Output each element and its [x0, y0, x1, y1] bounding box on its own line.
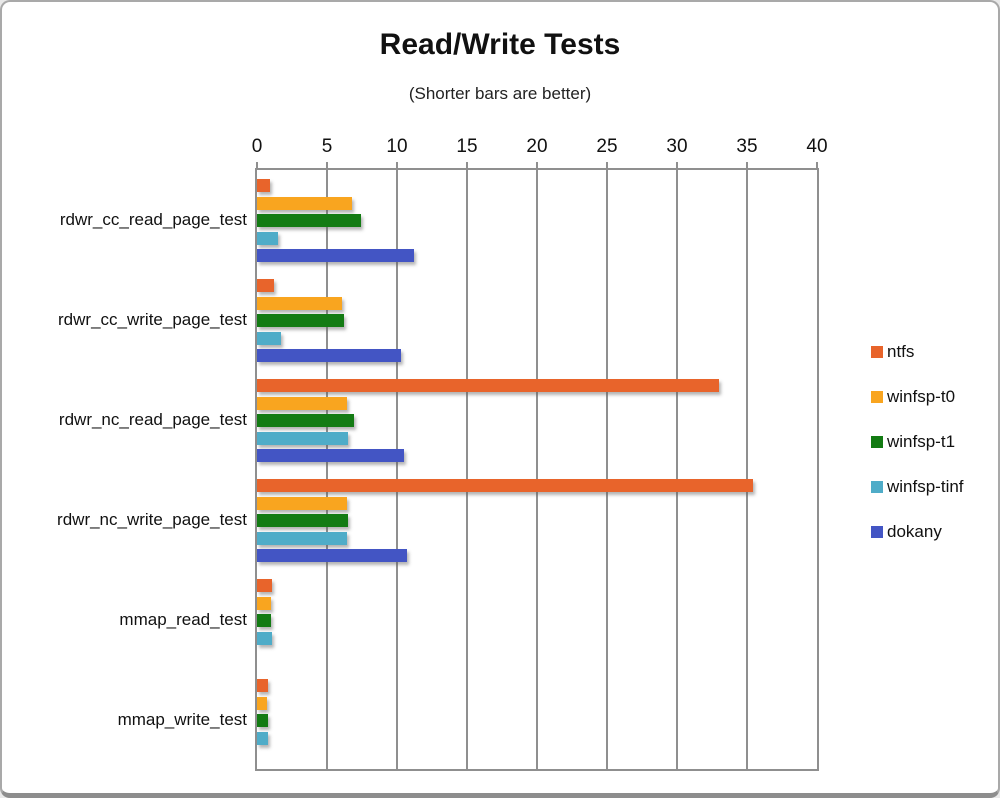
legend-item-winfsp-tinf: winfsp-tinf — [871, 477, 964, 496]
x-axis-tick-label: 0 — [251, 136, 263, 157]
plot-area — [255, 162, 819, 771]
gridline — [326, 170, 328, 769]
category-label: rdwr_cc_read_page_test — [59, 210, 247, 229]
legend-label: winfsp-tinf — [887, 477, 964, 496]
x-axis-tick-label: 35 — [736, 136, 758, 157]
bar-ntfs — [257, 179, 271, 192]
bar-winfsp-t1 — [257, 414, 354, 427]
bar-winfsp-tinf — [257, 532, 347, 545]
axis-tick — [536, 162, 538, 170]
bar-dokany — [257, 349, 402, 362]
gridline — [466, 170, 468, 769]
bar-ntfs — [257, 379, 719, 392]
axis-tick — [746, 162, 748, 170]
legend-swatch — [871, 391, 883, 403]
category-label: rdwr_cc_write_page_test — [58, 310, 247, 329]
axis-tick — [396, 162, 398, 170]
bar-winfsp-t0 — [257, 297, 343, 310]
bar-dokany — [257, 549, 407, 562]
bar-winfsp-tinf — [257, 232, 278, 245]
bar-ntfs — [257, 679, 269, 692]
gridline — [676, 170, 678, 769]
bar-winfsp-tinf — [257, 332, 281, 345]
x-axis-tick-label: 5 — [321, 136, 333, 157]
bar-winfsp-tinf — [257, 632, 273, 645]
bar-winfsp-tinf — [257, 432, 348, 445]
category-label: mmap_write_test — [117, 710, 247, 729]
bar-winfsp-t1 — [257, 514, 348, 527]
gridline — [606, 170, 608, 769]
bar-winfsp-t1 — [257, 714, 269, 727]
bar-winfsp-t1 — [257, 314, 344, 327]
bar-winfsp-t0 — [257, 597, 271, 610]
bar-winfsp-t1 — [257, 614, 271, 627]
axis-tick — [816, 162, 818, 170]
legend-swatch — [871, 346, 883, 358]
chart-subtitle: (Shorter bars are better) — [408, 84, 592, 103]
bar-dokany — [257, 449, 404, 462]
bar-winfsp-t0 — [257, 397, 347, 410]
legend-swatch — [871, 481, 883, 493]
category-label: mmap_read_test — [119, 610, 247, 629]
axis-tick — [256, 162, 258, 170]
legend-item-winfsp-t0: winfsp-t0 — [871, 387, 956, 406]
bar-dokany — [257, 249, 414, 262]
bar-winfsp-t1 — [257, 214, 361, 227]
legend-label: dokany — [887, 522, 942, 541]
x-axis-tick-label: 20 — [526, 136, 548, 157]
category-label: rdwr_nc_read_page_test — [58, 410, 247, 429]
axis-tick — [466, 162, 468, 170]
gridline — [746, 170, 748, 769]
axis-tick — [606, 162, 608, 170]
bar-ntfs — [257, 579, 272, 592]
bar-winfsp-t0 — [257, 497, 347, 510]
x-axis-tick-label: 40 — [806, 136, 828, 157]
category-label: rdwr_nc_write_page_test — [57, 510, 247, 529]
legend-label: winfsp-t1 — [887, 432, 956, 451]
bar-winfsp-t0 — [257, 197, 353, 210]
x-axis-tick-label: 25 — [596, 136, 618, 157]
legend-item-dokany: dokany — [871, 522, 942, 541]
chart-title: Read/Write Tests — [379, 28, 621, 61]
gridline — [396, 170, 398, 769]
legend-label: ntfs — [887, 342, 915, 361]
bar-winfsp-t0 — [257, 697, 267, 710]
legend-label: winfsp-t0 — [887, 387, 956, 406]
x-axis-tick-label: 15 — [456, 136, 478, 157]
axis-tick — [326, 162, 328, 170]
legend-item-winfsp-t1: winfsp-t1 — [871, 432, 956, 451]
x-axis-tick-label: 30 — [666, 136, 688, 157]
bar-ntfs — [257, 479, 753, 492]
legend-swatch — [871, 436, 883, 448]
legend-item-ntfs: ntfs — [871, 342, 915, 361]
x-axis-tick-label: 10 — [386, 136, 408, 157]
gridline — [536, 170, 538, 769]
axis-tick — [676, 162, 678, 170]
bar-ntfs — [257, 279, 274, 292]
bar-winfsp-tinf — [257, 732, 269, 745]
legend-swatch — [871, 526, 883, 538]
